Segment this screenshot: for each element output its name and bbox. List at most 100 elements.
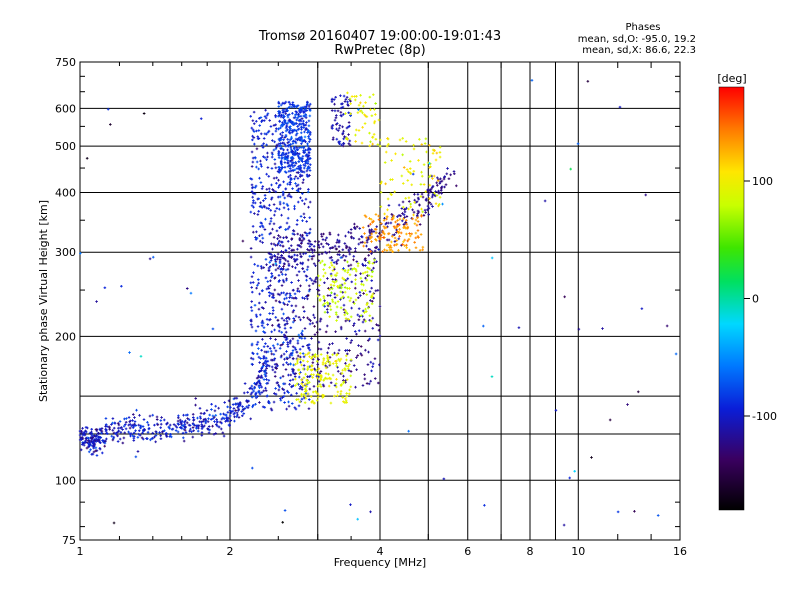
data-point: [137, 429, 141, 433]
data-point: [250, 190, 254, 193]
data-point: [378, 144, 382, 148]
data-point: [417, 236, 420, 239]
data-point: [297, 333, 301, 337]
data-point: [102, 439, 106, 442]
data-point: [283, 165, 287, 169]
data-point: [292, 296, 296, 300]
data-point: [343, 282, 347, 285]
data-point: [356, 354, 360, 357]
data-point: [300, 331, 303, 335]
data-point: [153, 435, 156, 439]
data-point: [240, 410, 244, 413]
data-point: [424, 137, 428, 141]
data-point: [295, 253, 299, 257]
data-point: [277, 388, 281, 392]
data-point: [517, 326, 521, 329]
data-point: [295, 382, 299, 386]
data-point: [334, 382, 338, 385]
data-point: [253, 303, 257, 307]
data-point: [335, 271, 339, 275]
data-point: [308, 254, 312, 258]
data-point: [348, 143, 352, 147]
data-point: [295, 273, 299, 277]
data-point: [347, 264, 350, 268]
data-point: [335, 364, 338, 368]
data-point: [128, 423, 132, 426]
data-point: [296, 154, 300, 157]
data-point: [252, 230, 255, 234]
data-point: [283, 333, 286, 337]
data-point: [345, 126, 349, 130]
data-point: [315, 369, 318, 372]
data-point: [282, 301, 285, 305]
data-point: [483, 503, 486, 507]
data-point: [269, 253, 273, 256]
data-point: [81, 433, 85, 437]
data-point: [300, 174, 304, 177]
data-point: [306, 368, 309, 372]
data-point: [264, 197, 267, 200]
data-point: [192, 422, 195, 426]
data-point: [291, 103, 294, 107]
data-point: [397, 214, 401, 217]
data-point: [424, 211, 427, 214]
data-point: [264, 217, 267, 221]
data-point: [306, 381, 310, 385]
data-point: [222, 434, 226, 438]
data-point: [290, 158, 294, 162]
data-point: [305, 295, 308, 298]
data-point: [303, 109, 307, 113]
data-point: [341, 125, 344, 129]
data-point: [324, 330, 328, 334]
data-point: [226, 418, 229, 422]
data-point: [339, 106, 343, 110]
data-point: [343, 308, 347, 312]
data-point: [290, 148, 293, 152]
data-point: [274, 166, 278, 170]
data-point: [265, 350, 268, 354]
data-point: [377, 248, 380, 251]
data-point: [363, 373, 366, 376]
data-point: [354, 278, 357, 282]
data-point: [290, 281, 293, 284]
data-point: [330, 256, 333, 259]
data-point: [162, 418, 166, 422]
data-point: [308, 245, 312, 248]
data-point: [306, 297, 309, 301]
data-point: [336, 315, 340, 319]
data-point: [404, 221, 407, 224]
data-point: [213, 420, 216, 423]
data-point: [259, 221, 263, 225]
data-point: [298, 387, 302, 390]
data-point: [277, 153, 281, 157]
data-point: [260, 233, 264, 237]
data-point: [286, 303, 289, 307]
data-point: [189, 291, 193, 295]
data-point: [342, 137, 345, 141]
data-point: [142, 418, 146, 421]
data-point: [292, 233, 296, 236]
data-point: [289, 143, 292, 146]
data-point: [293, 375, 297, 378]
data-point: [267, 287, 271, 290]
data-point: [349, 503, 352, 506]
phase-stats: Phases mean, sd,O: -95.0, 19.2 mean, sd,…: [578, 22, 696, 56]
data-point: [265, 113, 269, 117]
data-point: [408, 160, 412, 163]
data-point: [311, 390, 315, 394]
data-point: [377, 214, 380, 218]
data-point: [304, 154, 308, 158]
data-point: [337, 233, 340, 237]
data-point: [228, 414, 232, 418]
data-point: [328, 376, 332, 380]
data-point: [400, 207, 404, 210]
data-point: [127, 416, 131, 419]
data-point: [280, 254, 283, 257]
data-point: [258, 401, 261, 404]
data-point: [232, 407, 236, 410]
data-point: [131, 413, 135, 416]
x-tick-label: 6: [464, 545, 471, 558]
data-point: [259, 132, 263, 136]
data-point: [325, 236, 328, 240]
data-point: [295, 129, 298, 133]
